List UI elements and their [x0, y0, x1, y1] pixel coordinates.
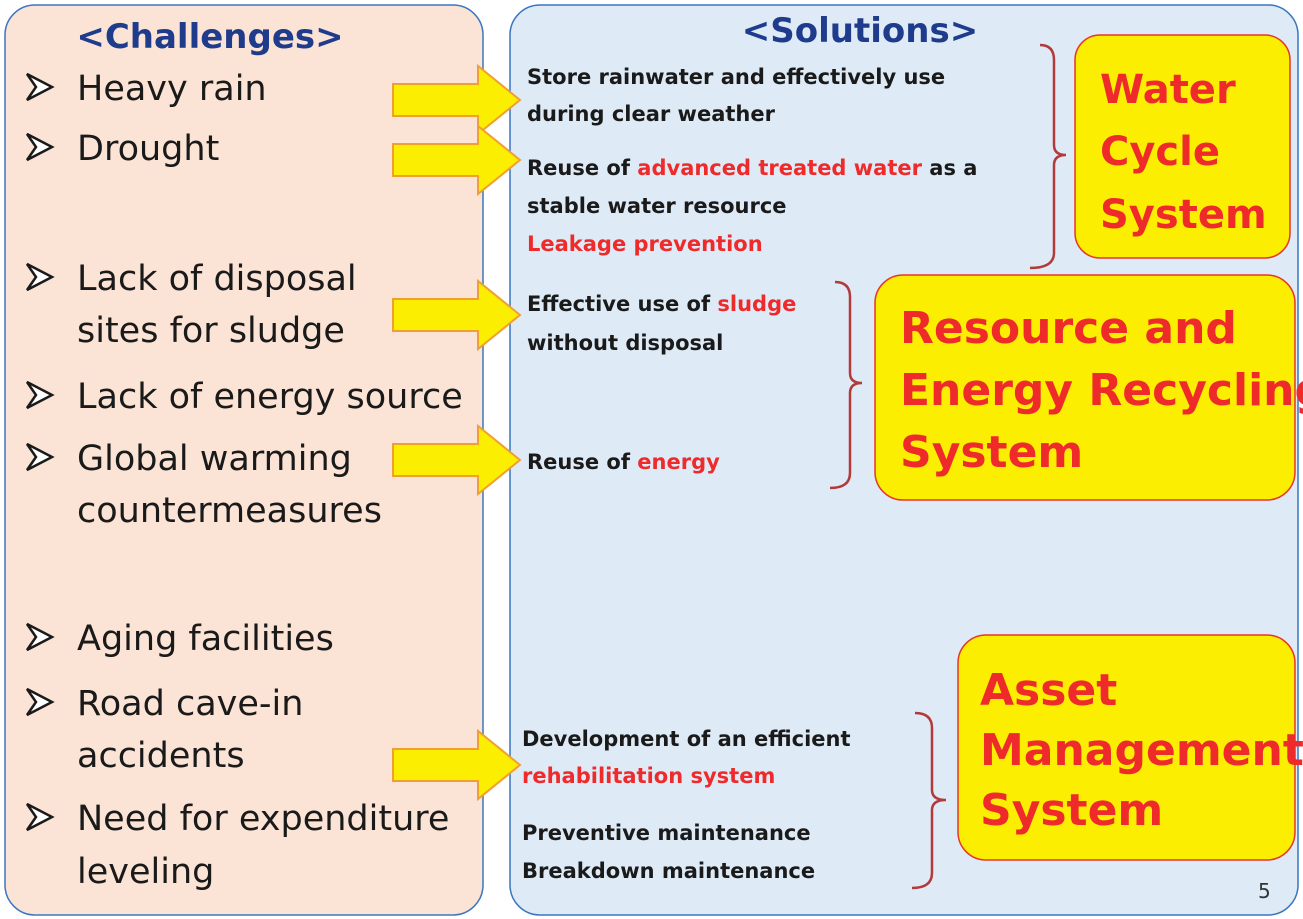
system-label: System — [980, 785, 1163, 836]
bracket — [1029, 43, 1067, 270]
solution-text: Reuse of — [527, 450, 637, 474]
challenge-item: Road cave-in — [77, 684, 303, 724]
bracket — [829, 280, 863, 490]
solution-line: Effective use of sludge — [527, 292, 796, 316]
system-box — [957, 634, 1296, 861]
arrow — [392, 423, 522, 497]
solution-text: stable water resource — [527, 194, 787, 218]
solution-text: Development of an efficient — [522, 727, 851, 751]
arrow — [392, 63, 522, 137]
solution-text: rehabilitation system — [522, 764, 775, 788]
solution-text: sludge — [717, 292, 796, 316]
bullet — [25, 687, 55, 717]
solution-line: Reuse of advanced treated water as a — [527, 156, 977, 180]
system-label: Asset — [980, 665, 1117, 716]
system-label: Management — [980, 725, 1303, 776]
solution-line: rehabilitation system — [522, 764, 775, 788]
system-box — [1074, 34, 1291, 259]
system-label: System — [1100, 192, 1267, 238]
page-number: 5 — [1258, 879, 1271, 903]
challenge-item: leveling — [77, 852, 214, 892]
solution-text: Leakage prevention — [527, 232, 763, 256]
solution-text: during clear weather — [527, 102, 776, 126]
bullet — [25, 442, 55, 472]
solution-text: Reuse of — [527, 156, 637, 180]
arrow — [392, 728, 522, 802]
system-box — [874, 274, 1296, 501]
challenge-item: Aging facilities — [77, 619, 334, 659]
bullet — [25, 262, 55, 292]
challenge-item: Lack of energy source — [77, 377, 463, 417]
solution-text: advanced treated water — [637, 156, 922, 180]
solution-line: Breakdown maintenance — [522, 859, 815, 883]
bullet — [25, 802, 55, 832]
bullet — [25, 72, 55, 102]
solution-text: Preventive maintenance — [522, 821, 811, 845]
challenge-item: Drought — [77, 129, 219, 169]
solution-line: Development of an efficient — [522, 727, 851, 751]
system-label: Cycle — [1100, 129, 1220, 175]
solution-line: Store rainwater and effectively use — [527, 65, 945, 89]
solution-text: energy — [637, 450, 720, 474]
challenge-item: accidents — [77, 736, 245, 776]
solution-line: Reuse of energy — [527, 450, 720, 474]
solution-text: Effective use of — [527, 292, 717, 316]
solutions-title: <Solutions> — [742, 11, 978, 51]
bullet — [25, 622, 55, 652]
system-label: Resource and — [900, 303, 1237, 354]
solution-text: Breakdown maintenance — [522, 859, 815, 883]
system-label: System — [900, 427, 1083, 478]
solution-line: Preventive maintenance — [522, 821, 811, 845]
solution-line: stable water resource — [527, 194, 787, 218]
challenge-item: countermeasures — [77, 491, 382, 531]
solution-text: as a — [922, 156, 977, 180]
challenge-item: Need for expenditure — [77, 799, 449, 839]
solution-line: without disposal — [527, 331, 723, 355]
challenge-item: Lack of disposal — [77, 259, 357, 299]
bullet — [25, 132, 55, 162]
solution-text: without disposal — [527, 331, 723, 355]
challenge-item: Heavy rain — [77, 69, 267, 109]
solution-line: during clear weather — [527, 102, 776, 126]
arrow — [392, 278, 522, 352]
arrow — [392, 123, 522, 197]
bullet — [25, 380, 55, 410]
challenge-item: Global warming — [77, 439, 352, 479]
challenge-item: sites for sludge — [77, 311, 345, 351]
bracket — [911, 711, 947, 890]
system-label: Energy Recycling — [900, 365, 1303, 416]
challenges-title: <Challenges> — [76, 17, 343, 57]
system-label: Water — [1100, 67, 1236, 113]
solution-line: Leakage prevention — [527, 232, 763, 256]
solution-text: Store rainwater and effectively use — [527, 65, 945, 89]
